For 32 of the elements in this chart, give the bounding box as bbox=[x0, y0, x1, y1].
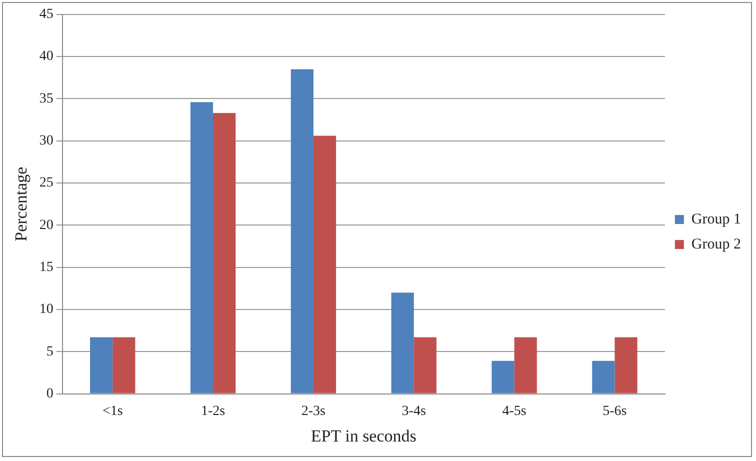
legend-label: Group 2 bbox=[691, 236, 741, 252]
bar bbox=[514, 337, 537, 394]
bar bbox=[90, 337, 113, 394]
bar bbox=[190, 102, 214, 394]
y-tick-label: 40 bbox=[39, 49, 54, 64]
bar bbox=[592, 360, 615, 394]
y-tick-label: 25 bbox=[39, 176, 54, 191]
y-tick-label: 15 bbox=[39, 260, 54, 276]
y-tick-label: 45 bbox=[39, 7, 54, 22]
x-tick-label: 4-5s bbox=[502, 404, 526, 419]
x-tick-label: 1-2s bbox=[200, 404, 226, 419]
bar bbox=[414, 337, 436, 394]
y-axis-title: Percentage bbox=[12, 166, 31, 242]
bar bbox=[290, 69, 314, 394]
y-tick-label: 30 bbox=[39, 134, 54, 149]
legend-label: Group 1 bbox=[691, 211, 741, 228]
bar bbox=[213, 113, 236, 394]
y-tick-label: 35 bbox=[39, 91, 54, 106]
x-tick-label: 5-6s bbox=[602, 404, 627, 419]
bar bbox=[313, 136, 336, 394]
y-tick-label: 20 bbox=[39, 218, 54, 233]
bar bbox=[391, 292, 414, 394]
x-tick-label: 3-4s bbox=[402, 404, 426, 419]
y-tick-label: 0 bbox=[46, 386, 54, 402]
x-axis-title: EPT in seconds bbox=[310, 426, 416, 446]
x-tick-label: <1s bbox=[102, 404, 123, 419]
x-tick-label: 2-3s bbox=[301, 404, 326, 419]
y-tick-label: 5 bbox=[46, 344, 54, 360]
y-tick-label: 10 bbox=[39, 302, 54, 318]
bar bbox=[492, 360, 514, 394]
bar bbox=[614, 337, 638, 394]
bar bbox=[112, 337, 136, 394]
